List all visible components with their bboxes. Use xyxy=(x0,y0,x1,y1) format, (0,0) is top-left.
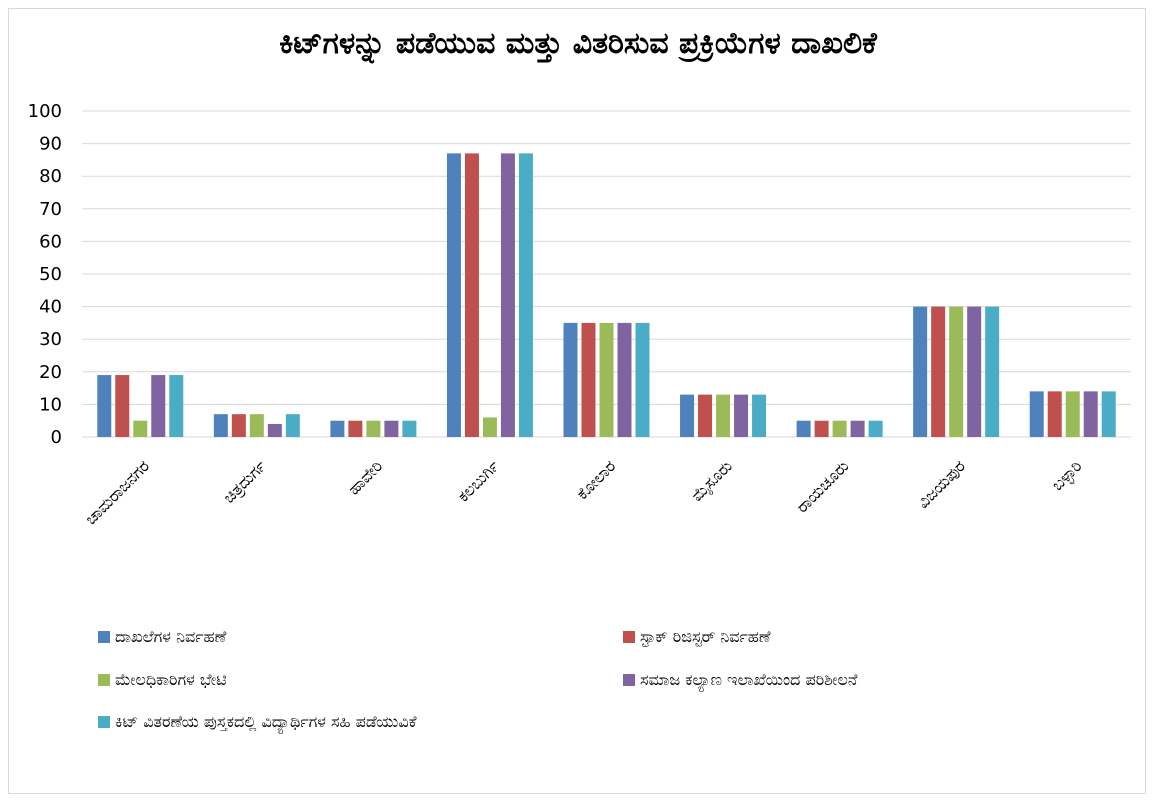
y-tick-label: 70 xyxy=(39,199,62,220)
legend-swatch xyxy=(98,674,110,686)
x-tick-label: ಬಳ್ಳಾರಿ xyxy=(1048,456,1087,495)
bar xyxy=(133,420,148,437)
x-tick-label: ರಾಯಚೂರು xyxy=(792,456,852,516)
bar xyxy=(868,420,883,437)
y-tick-label: 40 xyxy=(39,297,62,318)
y-tick-label: 80 xyxy=(39,166,62,187)
bar xyxy=(581,322,596,437)
x-tick-label: ಚಿತ್ರದುರ್ಗ xyxy=(219,456,270,507)
y-tick-label: 20 xyxy=(39,362,62,383)
bar xyxy=(985,306,1000,437)
bar xyxy=(1029,391,1044,437)
bar xyxy=(482,417,497,437)
bar xyxy=(231,414,246,437)
y-tick-label: 50 xyxy=(39,264,62,285)
bar xyxy=(1047,391,1062,437)
bar xyxy=(796,420,811,437)
bar xyxy=(814,420,829,437)
legend-swatch xyxy=(98,631,110,643)
x-tick-label: ವಿಜಯಪುರ xyxy=(913,456,969,512)
chart-title: ಕಿಟ್‌ಗಳನ್ನು ಪಡೆಯುವ ಮತ್ತು ವಿತರಿಸುವ ಪ್ರಕ್ರ… xyxy=(279,26,877,61)
bar xyxy=(384,420,399,437)
bar xyxy=(97,375,112,437)
legend-label: ದಾಖಲೆಗಳ ನಿರ್ವಹಣೆ xyxy=(115,627,227,646)
legend-swatch xyxy=(98,716,110,728)
bar xyxy=(680,394,695,437)
bar xyxy=(599,322,614,437)
bar xyxy=(1083,391,1098,437)
bar xyxy=(931,306,946,437)
legend-swatch xyxy=(623,631,635,643)
y-tick-label: 30 xyxy=(39,329,62,350)
bar xyxy=(500,153,515,437)
legend-item: ಮೇಲಧಿಕಾರಿಗಳ ಭೇಟಿ xyxy=(98,670,227,690)
bar xyxy=(446,153,461,437)
bar xyxy=(850,420,865,437)
legend-item: ಸ್ಟಾಕ್ ರಿಜಿಸ್ಟರ್ ನಿರ್ವಹಣೆ xyxy=(623,627,771,647)
x-tick-label: ಚಾಮರಾಜನಗರ xyxy=(81,456,153,528)
bar xyxy=(1101,391,1116,437)
x-tick-label: ಮೈಸೂರು xyxy=(687,456,736,505)
bar xyxy=(213,414,228,437)
bar xyxy=(518,153,533,437)
bar xyxy=(635,322,650,437)
bar xyxy=(249,414,264,437)
bar xyxy=(949,306,964,437)
y-tick-label: 10 xyxy=(39,394,62,415)
x-tick-label: ಕಲಬುರ್ಗಿ xyxy=(454,456,503,505)
x-axis-ticks: ಚಾಮರಾಜನಗರ ಚಿತ್ರದುರ್ಗ ಹಾವೇರಿ ಕಲಬುರ್ಗಿ ಕೋಲಾರ ಮೈ… xyxy=(81,456,1087,528)
x-tick-label: ಹಾವೇರಿ xyxy=(344,456,386,498)
bar xyxy=(698,394,713,437)
legend-item: ದಾಖಲೆಗಳ ನಿರ್ವಹಣೆ xyxy=(98,627,226,647)
bar xyxy=(913,306,928,437)
bar xyxy=(267,423,282,437)
legend-item: ಸಮಾಜ ಕಲ್ಯಾಣ ಇಲಾಖೆಯಿಂದ ಪರಿಶೀಲನೆ xyxy=(623,670,857,690)
bar xyxy=(330,420,345,437)
bar xyxy=(563,322,578,437)
x-tick-label: ಕೋಲಾರ xyxy=(573,456,620,503)
y-tick-label: 60 xyxy=(39,231,62,252)
legend-label: ಮೇಲಧಿಕಾರಿಗಳ ಭೇಟಿ xyxy=(115,670,227,689)
legend-label: ಸ್ಟಾಕ್ ರಿಜಿಸ್ಟರ್ ನಿರ್ವಹಣೆ xyxy=(640,627,771,646)
bars xyxy=(97,153,1116,437)
y-tick-label: 0 xyxy=(51,427,62,448)
bar xyxy=(1065,391,1080,437)
bar xyxy=(617,322,632,437)
y-tick-label: 100 xyxy=(28,101,62,122)
legend-label: ಸಮಾಜ ಕಲ್ಯಾಣ ಇಲಾಖೆಯಿಂದ ಪರಿಶೀಲನೆ xyxy=(640,670,858,689)
bar xyxy=(285,414,300,437)
bar xyxy=(716,394,731,437)
bar xyxy=(169,375,184,437)
bar xyxy=(832,420,847,437)
bar xyxy=(366,420,381,437)
y-tick-label: 90 xyxy=(39,134,62,155)
bar xyxy=(348,420,363,437)
legend-item: ಕಿಟ್ ವಿತರಣೆಯ ಪುಸ್ತಕದಲ್ಲಿ ವಿದ್ಯಾರ್ಥಿಗಳ ಸಹ… xyxy=(98,712,417,732)
bar xyxy=(402,420,417,437)
legend-label: ಕಿಟ್ ವಿತರಣೆಯ ಪುಸ್ತಕದಲ್ಲಿ ವಿದ್ಯಾರ್ಥಿಗಳ ಸಹ… xyxy=(115,712,417,731)
bar xyxy=(752,394,767,437)
bar xyxy=(464,153,479,437)
legend-swatch xyxy=(623,674,635,686)
y-axis-ticks: 0 10 20 30 40 50 60 70 80 90 100 xyxy=(28,101,62,448)
bar xyxy=(967,306,982,437)
bar xyxy=(734,394,749,437)
bar xyxy=(115,375,130,437)
bar xyxy=(151,375,166,437)
